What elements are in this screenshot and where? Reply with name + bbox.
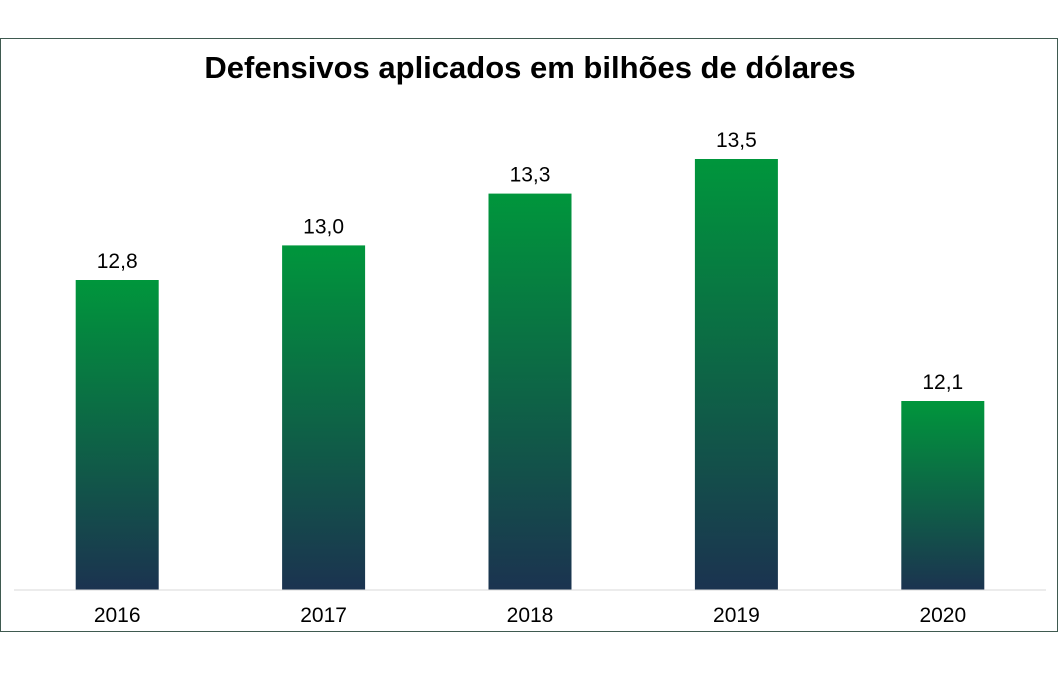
value-label-2018: 13,3 <box>510 164 551 187</box>
bars-layer <box>75 159 985 590</box>
value-label-2017: 13,0 <box>303 215 344 238</box>
value-label-2020: 12,1 <box>922 371 963 394</box>
x-tick-label-2017: 2017 <box>300 604 347 627</box>
x-tick-label-2020: 2020 <box>919 604 966 627</box>
value-label-2019: 13,5 <box>716 129 757 152</box>
bar-2019 <box>694 159 778 590</box>
value-label-2016: 12,8 <box>97 250 138 273</box>
labels-layer: 12,8 2016 13,0 2017 13,3 2018 13,5 2019 12,1 2020 <box>94 129 966 627</box>
bar-2020 <box>901 401 985 590</box>
x-tick-label-2019: 2019 <box>713 604 760 627</box>
bar-2016 <box>75 280 159 590</box>
bar-2017 <box>282 245 366 590</box>
chart-title: Defensivos aplicados em bilhões de dólar… <box>204 50 856 85</box>
x-tick-label-2018: 2018 <box>507 604 554 627</box>
bar-2018 <box>488 193 572 590</box>
x-tick-label-2016: 2016 <box>94 604 141 627</box>
